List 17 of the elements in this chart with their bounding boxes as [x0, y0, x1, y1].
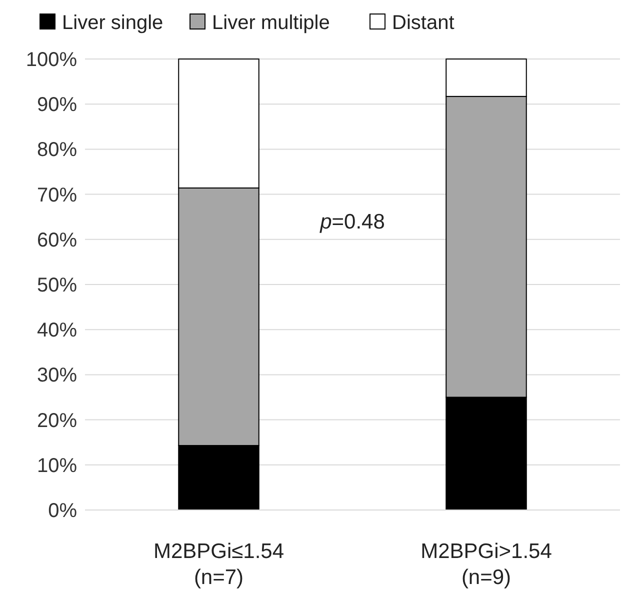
- y-tick-label: 70%: [36, 184, 78, 206]
- y-tick-label: 100%: [26, 49, 78, 71]
- y-tick-label: 0%: [48, 500, 78, 522]
- x-tick-label: M2BPGi>1.54 (n=9): [420, 540, 552, 589]
- y-tick-label: 80%: [36, 139, 78, 162]
- x-tick-label: M2BPGi≤1.54 (n=7): [153, 540, 284, 589]
- y-tick-label: 90%: [36, 94, 78, 116]
- y-tick-label: 60%: [36, 229, 78, 252]
- annotation: p=0.48: [319, 210, 385, 234]
- y-tick-label: 30%: [36, 364, 78, 387]
- y-tick-label: 20%: [36, 410, 78, 432]
- legend-label: Distant: [392, 12, 455, 34]
- legend-label: Liver single: [62, 12, 164, 34]
- y-tick-label: 10%: [36, 454, 78, 477]
- y-tick-label: 40%: [36, 320, 78, 342]
- legend-label: Liver multiple: [212, 12, 330, 34]
- y-tick-label: 50%: [36, 274, 78, 296]
